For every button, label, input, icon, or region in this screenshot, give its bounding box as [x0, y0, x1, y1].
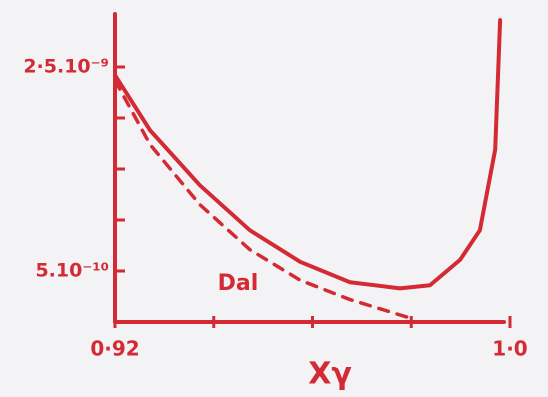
y-tick-label: 2·5.10⁻⁹: [23, 56, 109, 78]
series-label: Dal: [218, 271, 259, 296]
line: [115, 20, 500, 288]
x-axis-label: Xγ: [308, 357, 352, 392]
x-tick-label: 1·0: [492, 337, 527, 361]
y-tick-label: 5.10⁻¹⁰: [35, 260, 109, 282]
chart: Xγ 5.10⁻¹⁰ 2·5.10⁻⁹ 0·92 1·0 Dal: [0, 0, 548, 397]
x-tick-label: 0·92: [90, 337, 139, 361]
